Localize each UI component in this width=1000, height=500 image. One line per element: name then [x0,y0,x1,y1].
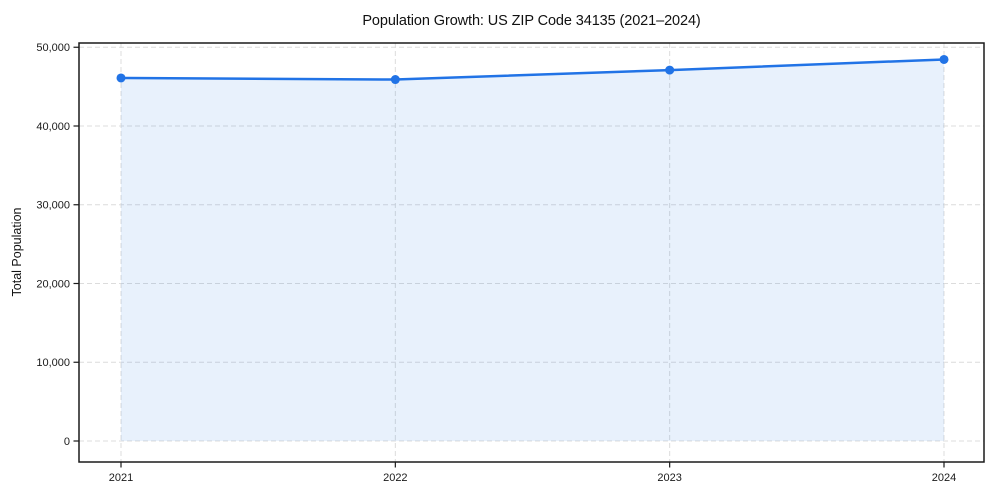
data-point-marker [390,75,400,85]
x-tick-label: 2023 [657,472,681,484]
data-point-marker [665,65,675,75]
data-point-marker [116,73,126,83]
axes-spines [78,42,985,463]
x-tick-label: 2021 [109,472,133,484]
series-area [121,59,944,442]
y-tick-label: 30,000 [36,200,70,212]
tick-marks [73,46,945,468]
area-fill [121,59,944,442]
data-points [116,54,949,85]
y-tick-label: 40,000 [36,121,70,133]
y-tick-label: 0 [64,436,70,448]
gridlines [79,43,984,462]
x-tick-label: 2022 [383,472,407,484]
data-point-marker [939,54,949,64]
y-tick-label: 20,000 [36,278,70,290]
plot-border [78,42,985,463]
y-tick-label: 10,000 [36,357,70,369]
x-tick-label: 2024 [932,472,956,484]
series-line [119,58,946,81]
tick-labels: 0 10,000 20,000 30,000 40,000 50,000 2021 2022 2… [36,42,956,484]
y-tick-label: 50,000 [36,42,70,54]
chart-title: Population Growth: US ZIP Code 34135 (20… [362,13,701,29]
data-line [119,58,946,81]
